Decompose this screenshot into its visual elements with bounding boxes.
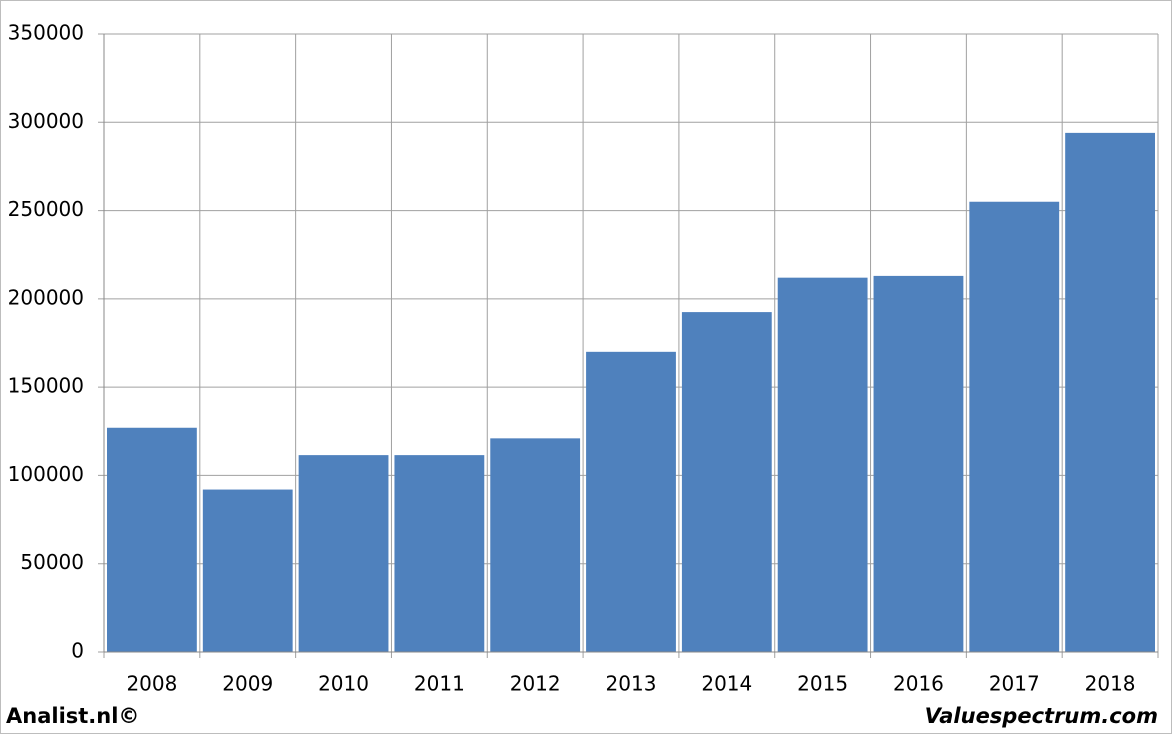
y-tick-label: 200000 bbox=[8, 285, 84, 309]
bar bbox=[490, 438, 581, 652]
y-tick-label: 0 bbox=[71, 639, 84, 663]
bar bbox=[873, 275, 964, 652]
bar bbox=[681, 312, 772, 652]
x-tick-label: 2014 bbox=[701, 672, 752, 696]
y-tick-label: 250000 bbox=[8, 197, 84, 221]
y-tick-label: 350000 bbox=[8, 21, 84, 45]
x-tick-label: 2013 bbox=[606, 672, 657, 696]
bar bbox=[298, 455, 389, 652]
x-tick-label: 2015 bbox=[797, 672, 848, 696]
bar bbox=[586, 351, 676, 652]
x-tick-label: 2008 bbox=[126, 672, 177, 696]
x-tick-label: 2017 bbox=[989, 672, 1040, 696]
x-tick-label: 2018 bbox=[1085, 672, 1136, 696]
bar bbox=[777, 277, 868, 652]
x-tick-label: 2012 bbox=[510, 672, 561, 696]
bar bbox=[107, 427, 197, 652]
bar bbox=[1065, 132, 1155, 652]
y-tick-label: 300000 bbox=[8, 109, 84, 133]
x-tick-label: 2010 bbox=[318, 672, 369, 696]
footer-left: Analist.nl© bbox=[6, 704, 139, 728]
x-tick-label: 2016 bbox=[893, 672, 944, 696]
x-tick-label: 2011 bbox=[414, 672, 465, 696]
bar bbox=[202, 489, 293, 652]
bar bbox=[394, 455, 485, 652]
bar bbox=[969, 201, 1060, 652]
y-tick-label: 150000 bbox=[8, 374, 84, 398]
footer-right: Valuespectrum.com bbox=[925, 704, 1158, 728]
x-tick-label: 2009 bbox=[222, 672, 273, 696]
y-tick-label: 50000 bbox=[20, 550, 84, 574]
y-tick-label: 100000 bbox=[8, 462, 84, 486]
